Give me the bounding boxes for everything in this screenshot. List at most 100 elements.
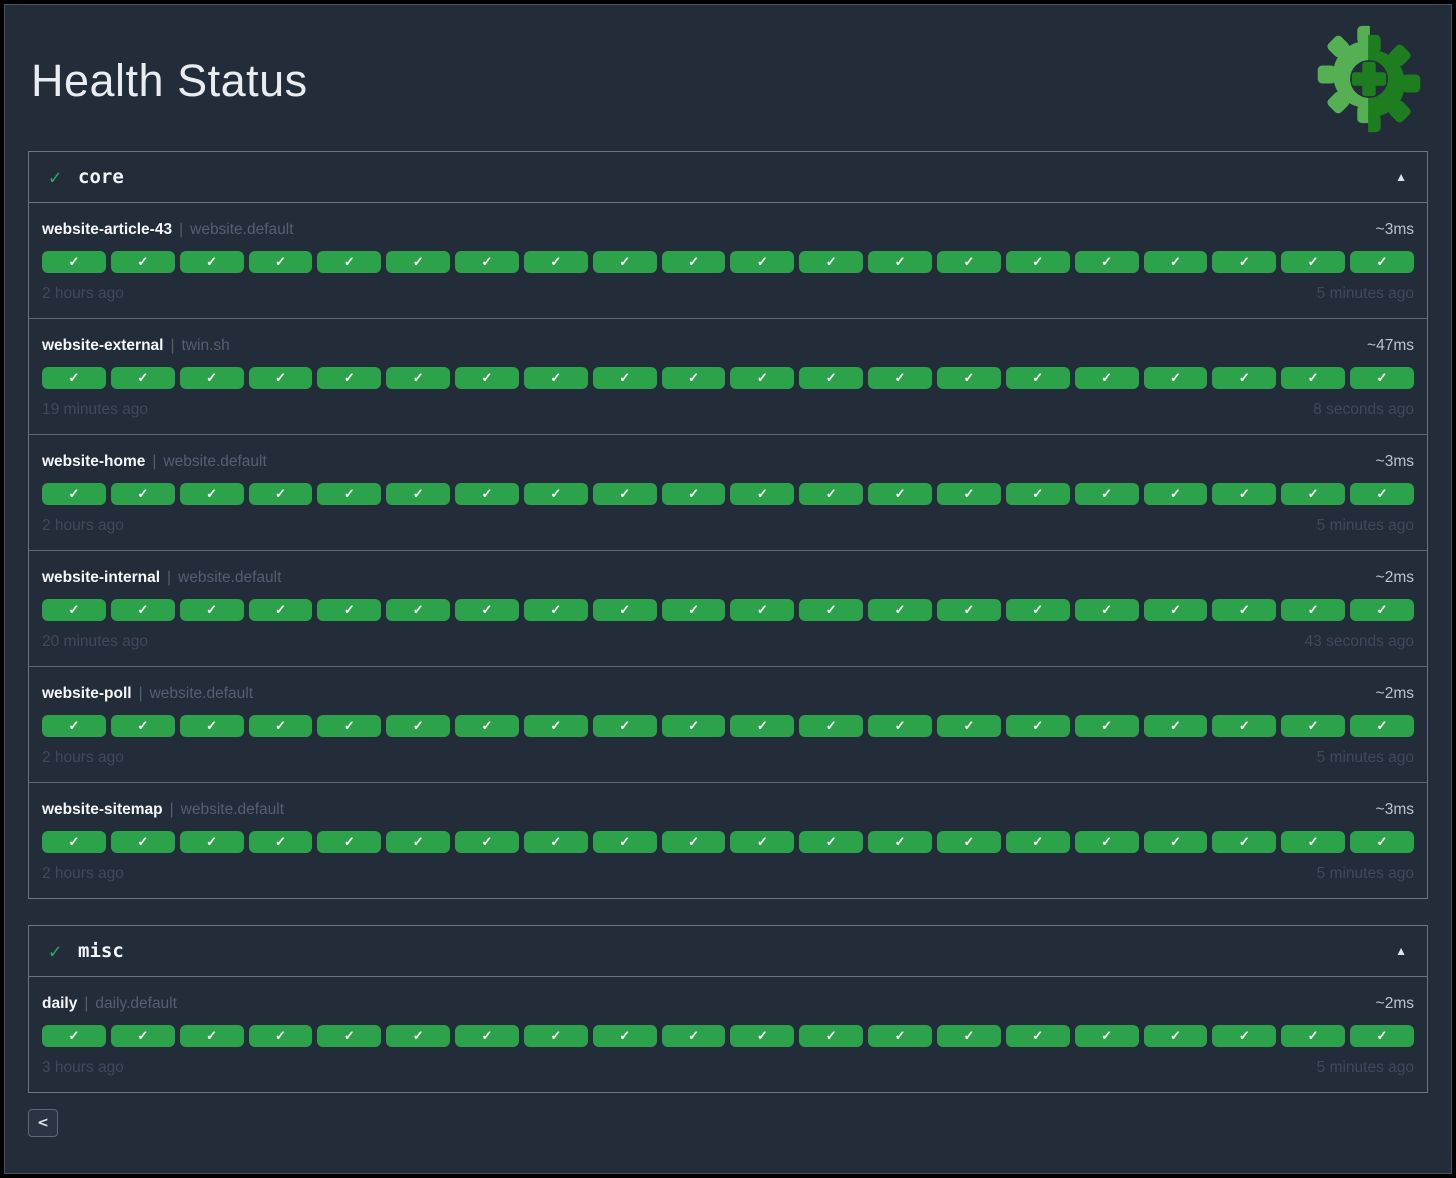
health-check-pill[interactable]: ✓ — [936, 250, 1001, 273]
health-check-pill[interactable]: ✓ — [1350, 598, 1414, 621]
health-check-pill[interactable]: ✓ — [386, 250, 451, 273]
health-check-pill[interactable]: ✓ — [42, 482, 106, 505]
health-check-pill[interactable]: ✓ — [936, 366, 1001, 389]
collapse-arrow-icon[interactable]: ▲ — [1395, 169, 1407, 184]
health-check-pill[interactable]: ✓ — [455, 1024, 519, 1047]
health-check-pill[interactable]: ✓ — [661, 598, 726, 621]
health-check-pill[interactable]: ✓ — [523, 482, 588, 505]
health-check-pill[interactable]: ✓ — [936, 482, 1001, 505]
health-check-pill[interactable]: ✓ — [1005, 366, 1070, 389]
health-check-pill[interactable]: ✓ — [110, 714, 175, 737]
health-check-pill[interactable]: ✓ — [1212, 714, 1277, 737]
health-check-pill[interactable]: ✓ — [1005, 830, 1070, 853]
health-check-pill[interactable]: ✓ — [110, 1024, 175, 1047]
health-check-pill[interactable]: ✓ — [1143, 1024, 1208, 1047]
health-check-pill[interactable]: ✓ — [179, 482, 244, 505]
health-check-pill[interactable]: ✓ — [42, 714, 106, 737]
health-check-pill[interactable]: ✓ — [1143, 714, 1208, 737]
health-check-pill[interactable]: ✓ — [1074, 598, 1139, 621]
health-check-pill[interactable]: ✓ — [42, 1024, 106, 1047]
health-check-pill[interactable]: ✓ — [455, 482, 519, 505]
health-check-pill[interactable]: ✓ — [730, 830, 795, 853]
health-check-pill[interactable]: ✓ — [42, 830, 106, 853]
health-check-pill[interactable]: ✓ — [1143, 830, 1208, 853]
previous-page-button[interactable]: < — [28, 1108, 58, 1137]
health-check-pill[interactable]: ✓ — [592, 366, 657, 389]
health-check-pill[interactable]: ✓ — [1350, 830, 1414, 853]
health-check-pill[interactable]: ✓ — [1350, 714, 1414, 737]
health-check-pill[interactable]: ✓ — [248, 598, 313, 621]
health-check-pill[interactable]: ✓ — [868, 366, 932, 389]
health-check-pill[interactable]: ✓ — [179, 598, 244, 621]
health-check-pill[interactable]: ✓ — [661, 714, 726, 737]
health-check-pill[interactable]: ✓ — [1281, 250, 1346, 273]
health-check-pill[interactable]: ✓ — [523, 366, 588, 389]
health-check-pill[interactable]: ✓ — [386, 366, 451, 389]
health-check-pill[interactable]: ✓ — [1074, 1024, 1139, 1047]
health-check-pill[interactable]: ✓ — [1005, 1024, 1070, 1047]
health-check-pill[interactable]: ✓ — [1143, 250, 1208, 273]
health-check-pill[interactable]: ✓ — [317, 250, 382, 273]
health-check-pill[interactable]: ✓ — [523, 250, 588, 273]
health-check-pill[interactable]: ✓ — [248, 482, 313, 505]
health-check-pill[interactable]: ✓ — [317, 366, 382, 389]
health-check-pill[interactable]: ✓ — [936, 1024, 1001, 1047]
health-check-pill[interactable]: ✓ — [868, 1024, 932, 1047]
health-check-pill[interactable]: ✓ — [936, 598, 1001, 621]
health-check-pill[interactable]: ✓ — [179, 250, 244, 273]
health-check-pill[interactable]: ✓ — [936, 830, 1001, 853]
health-check-pill[interactable]: ✓ — [1212, 830, 1277, 853]
health-check-pill[interactable]: ✓ — [1212, 366, 1277, 389]
health-check-pill[interactable]: ✓ — [1350, 366, 1414, 389]
health-check-pill[interactable]: ✓ — [868, 250, 932, 273]
health-check-pill[interactable]: ✓ — [179, 830, 244, 853]
health-check-pill[interactable]: ✓ — [868, 830, 932, 853]
collapse-arrow-icon[interactable]: ▲ — [1395, 943, 1407, 958]
health-check-pill[interactable]: ✓ — [661, 250, 726, 273]
health-check-pill[interactable]: ✓ — [1143, 598, 1208, 621]
health-check-pill[interactable]: ✓ — [592, 1024, 657, 1047]
health-check-pill[interactable]: ✓ — [1350, 250, 1414, 273]
health-check-pill[interactable]: ✓ — [730, 366, 795, 389]
health-check-pill[interactable]: ✓ — [1212, 598, 1277, 621]
health-check-pill[interactable]: ✓ — [386, 830, 451, 853]
health-check-pill[interactable]: ✓ — [661, 830, 726, 853]
health-check-pill[interactable]: ✓ — [1143, 366, 1208, 389]
health-check-pill[interactable]: ✓ — [523, 714, 588, 737]
health-check-pill[interactable]: ✓ — [592, 714, 657, 737]
health-check-pill[interactable]: ✓ — [1074, 366, 1139, 389]
health-check-pill[interactable]: ✓ — [1350, 1024, 1414, 1047]
health-check-pill[interactable]: ✓ — [799, 714, 864, 737]
health-check-pill[interactable]: ✓ — [110, 250, 175, 273]
health-check-pill[interactable]: ✓ — [110, 366, 175, 389]
health-check-pill[interactable]: ✓ — [730, 714, 795, 737]
health-check-pill[interactable]: ✓ — [1350, 482, 1414, 505]
health-check-pill[interactable]: ✓ — [661, 1024, 726, 1047]
health-check-pill[interactable]: ✓ — [1281, 366, 1346, 389]
health-check-pill[interactable]: ✓ — [1281, 482, 1346, 505]
health-check-pill[interactable]: ✓ — [42, 598, 106, 621]
health-check-pill[interactable]: ✓ — [455, 830, 519, 853]
health-check-pill[interactable]: ✓ — [799, 482, 864, 505]
health-check-pill[interactable]: ✓ — [592, 482, 657, 505]
health-check-pill[interactable]: ✓ — [386, 598, 451, 621]
health-check-pill[interactable]: ✓ — [1005, 714, 1070, 737]
health-check-pill[interactable]: ✓ — [42, 250, 106, 273]
health-check-pill[interactable]: ✓ — [317, 714, 382, 737]
health-check-pill[interactable]: ✓ — [799, 1024, 864, 1047]
health-check-pill[interactable]: ✓ — [386, 714, 451, 737]
health-check-pill[interactable]: ✓ — [1005, 482, 1070, 505]
health-check-pill[interactable]: ✓ — [936, 714, 1001, 737]
health-check-pill[interactable]: ✓ — [317, 482, 382, 505]
health-check-pill[interactable]: ✓ — [248, 714, 313, 737]
health-check-pill[interactable]: ✓ — [523, 830, 588, 853]
health-check-pill[interactable]: ✓ — [868, 598, 932, 621]
health-check-pill[interactable]: ✓ — [1212, 250, 1277, 273]
health-check-pill[interactable]: ✓ — [1074, 830, 1139, 853]
health-check-pill[interactable]: ✓ — [317, 1024, 382, 1047]
health-check-pill[interactable]: ✓ — [455, 714, 519, 737]
health-check-pill[interactable]: ✓ — [1212, 482, 1277, 505]
health-check-pill[interactable]: ✓ — [179, 366, 244, 389]
health-check-pill[interactable]: ✓ — [1281, 598, 1346, 621]
health-check-pill[interactable]: ✓ — [179, 1024, 244, 1047]
